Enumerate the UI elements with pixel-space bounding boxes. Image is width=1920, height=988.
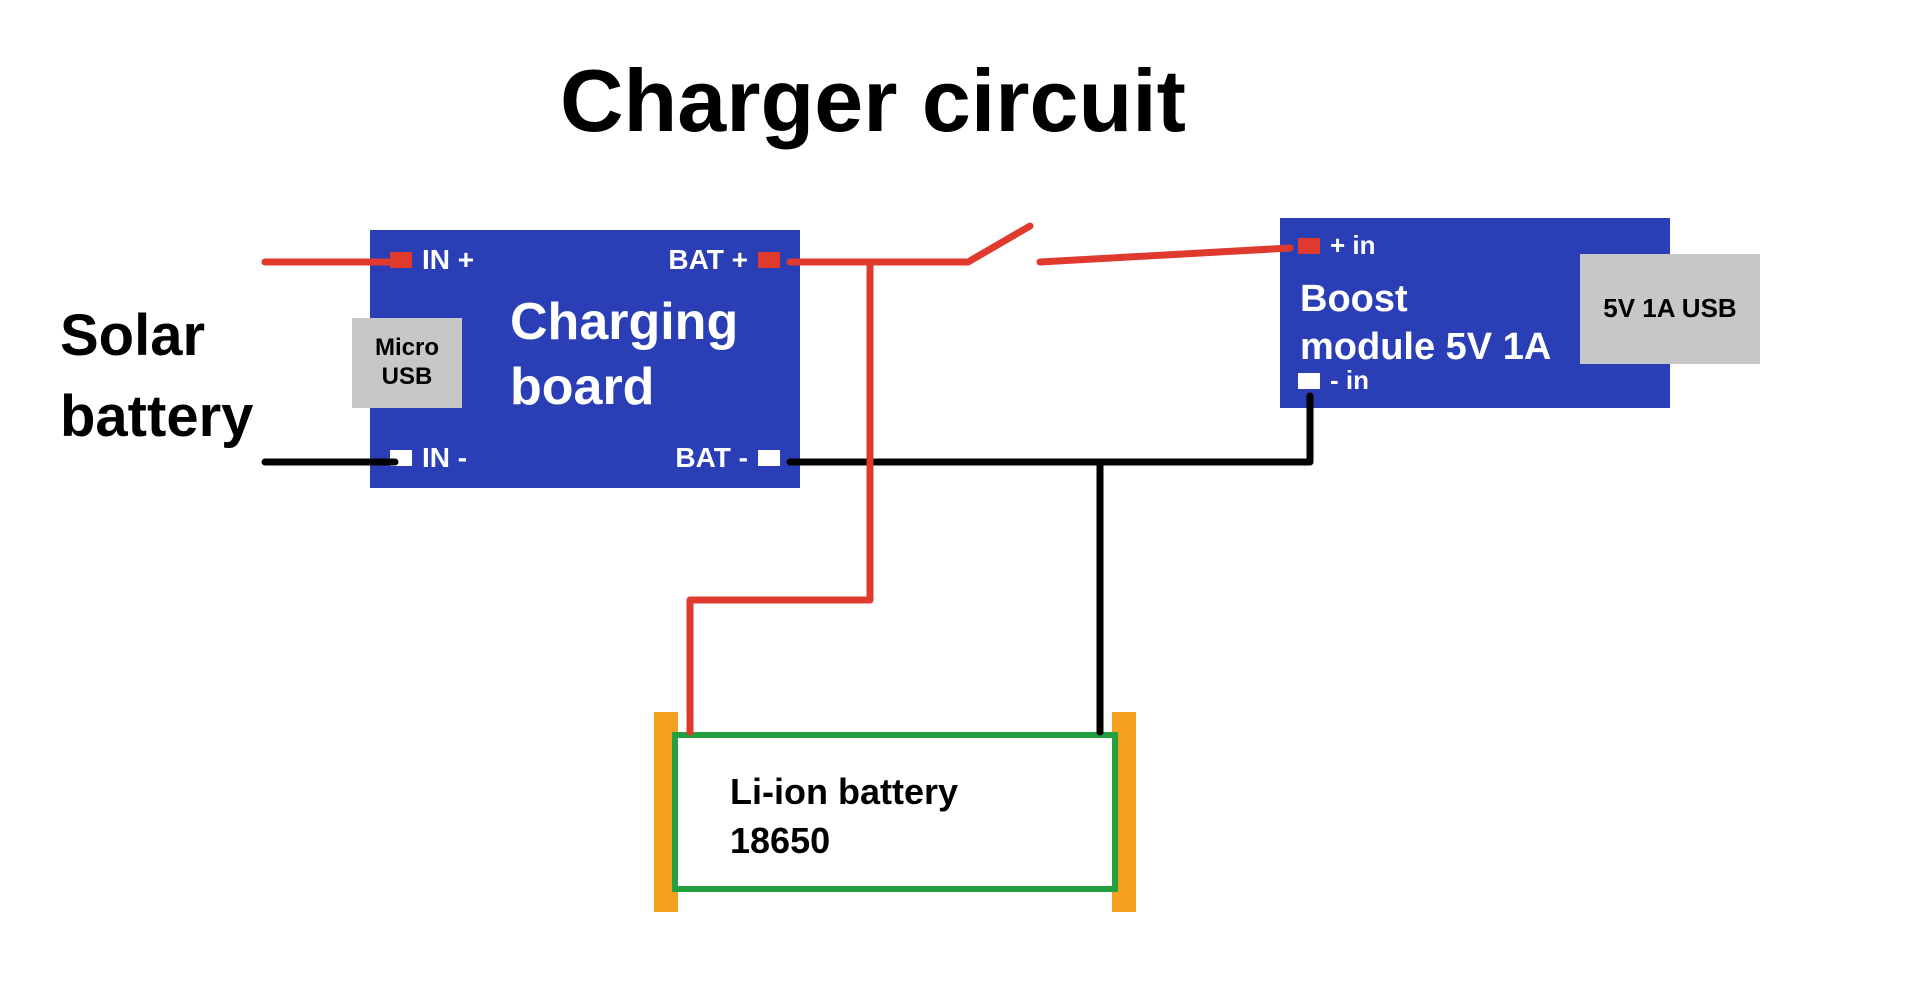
- pin-minus-in-label: - in: [1330, 365, 1369, 396]
- pad-bat-plus-icon: [758, 252, 780, 268]
- liion-battery: Li-ion battery 18650: [660, 732, 1130, 892]
- pad-plus-in-icon: [1298, 238, 1320, 254]
- pin-minus-in: - in: [1298, 365, 1369, 396]
- pin-in-minus-label: IN -: [422, 442, 467, 474]
- solar-battery-label-line1: Solar: [60, 300, 253, 373]
- micro-usb-label: Micro USB: [375, 334, 439, 392]
- pad-bat-minus-icon: [758, 450, 780, 466]
- pin-bat-plus-label: BAT +: [668, 244, 748, 276]
- pin-in-minus: IN -: [390, 442, 467, 474]
- charging-board-title-text: Charging board: [510, 293, 738, 416]
- pin-plus-in-label: + in: [1330, 230, 1376, 261]
- boost-module-title-text: Boost module 5V 1A: [1300, 278, 1551, 368]
- pin-bat-minus-label: BAT -: [675, 442, 748, 474]
- usb-output-label: 5V 1A USB: [1603, 293, 1736, 324]
- switch-arm: [968, 226, 1030, 262]
- pin-bat-plus: BAT +: [668, 244, 780, 276]
- usb-output-port: 5V 1A USB: [1580, 254, 1760, 364]
- solar-battery-label: Solar battery: [60, 300, 253, 453]
- charging-board-title: Charging board: [510, 290, 738, 420]
- pin-plus-in: + in: [1298, 230, 1376, 261]
- wire-batminus-to-boost-neg: [790, 396, 1310, 462]
- pad-in-minus-icon: [390, 450, 412, 466]
- solar-battery-label-line2: battery: [60, 381, 253, 454]
- pin-in-plus: IN +: [390, 244, 474, 276]
- pad-in-plus-icon: [390, 252, 412, 268]
- micro-usb-port: Micro USB: [352, 318, 462, 408]
- wire-switch-to-boost-pos: [1040, 248, 1290, 262]
- battery-label: Li-ion battery 18650: [730, 768, 958, 865]
- pin-in-plus-label: IN +: [422, 244, 474, 276]
- pad-minus-in-icon: [1298, 373, 1320, 389]
- battery-label-text: Li-ion battery 18650: [730, 771, 958, 861]
- boost-module-title: Boost module 5V 1A: [1300, 276, 1551, 371]
- diagram-stage: Charger circuit Solar battery Charging b…: [0, 0, 1920, 988]
- pin-bat-minus: BAT -: [675, 442, 780, 474]
- diagram-title: Charger circuit: [560, 50, 1186, 152]
